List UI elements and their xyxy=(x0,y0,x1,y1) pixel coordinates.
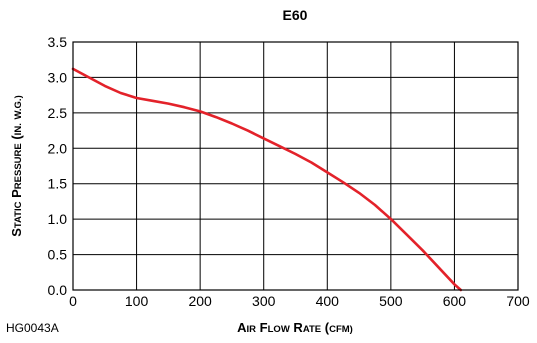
x-tick-label: 500 xyxy=(379,293,403,309)
y-tick-label: 0.0 xyxy=(48,282,68,298)
x-axis-label: AIR FLOW RATE (CFM) xyxy=(237,320,353,335)
y-tick-label: 1.0 xyxy=(48,211,68,227)
y-tick-label: 2.5 xyxy=(48,105,68,121)
x-tick-label: 300 xyxy=(252,293,276,309)
y-tick-labels: 0.0 0.5 1.0 1.5 2.0 2.5 3.0 3.5 xyxy=(48,34,68,298)
y-tick-label: 3.5 xyxy=(48,34,68,50)
x-tick-label: 400 xyxy=(316,293,340,309)
grid xyxy=(72,41,519,291)
x-tick-label: 100 xyxy=(125,293,149,309)
y-tick-label: 2.0 xyxy=(48,140,68,156)
x-tick-labels: 0 100 200 300 400 500 600 700 xyxy=(69,293,530,309)
x-tick-label: 700 xyxy=(506,293,530,309)
series-group xyxy=(71,67,463,292)
x-tick-label: 0 xyxy=(69,293,77,309)
series-line-0 xyxy=(71,67,463,292)
x-tick-label: 200 xyxy=(188,293,212,309)
y-tick-label: 1.5 xyxy=(48,176,68,192)
y-tick-label: 0.5 xyxy=(48,247,68,263)
plot-frame xyxy=(72,41,519,291)
chart-title: E60 xyxy=(283,7,308,23)
y-axis-label: STATIC PRESSURE (IN. W.G.) xyxy=(9,95,24,237)
figure-code: HG0043A xyxy=(6,321,59,335)
y-tick-label: 3.0 xyxy=(48,69,68,85)
x-tick-label: 600 xyxy=(443,293,467,309)
